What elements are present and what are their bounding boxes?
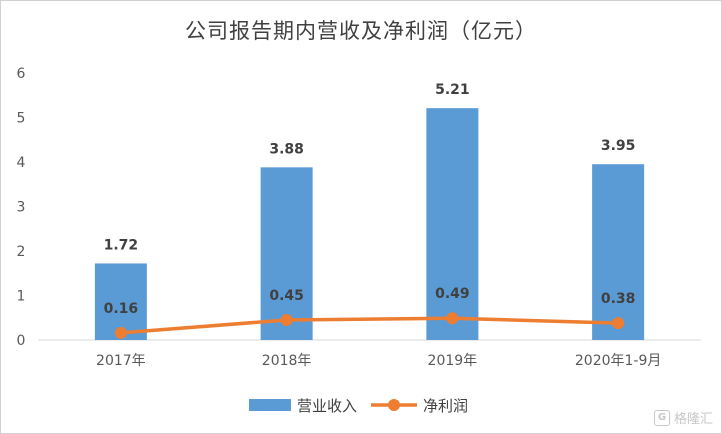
y-tick-label: 3 [17, 200, 26, 216]
y-tick-label: 1 [17, 289, 26, 305]
bar-revenue [260, 167, 313, 340]
bar-data-label: 3.95 [601, 138, 636, 154]
point-net-profit [446, 312, 459, 325]
x-tick-label: 2019年 [428, 353, 478, 369]
x-tick-label: 2020年1-9月 [575, 353, 662, 369]
x-tick-label: 2018年 [262, 353, 312, 369]
watermark-logo-icon: G [653, 409, 670, 426]
point-net-profit [114, 326, 127, 339]
line-data-label: 0.45 [269, 288, 304, 304]
y-tick-label: 4 [17, 155, 26, 171]
y-tick-label: 6 [17, 66, 26, 82]
x-tick-label: 2017年 [96, 353, 146, 369]
legend-swatch-revenue [249, 399, 291, 411]
bar-revenue [426, 108, 479, 340]
point-net-profit [612, 317, 625, 330]
bar-data-label: 3.88 [269, 141, 304, 157]
legend-label-net-profit: 净利润 [423, 397, 468, 415]
y-tick-label: 0 [17, 333, 26, 349]
line-data-label: 0.16 [104, 301, 139, 317]
line-data-label: 0.38 [601, 291, 636, 307]
y-tick-label: 5 [17, 111, 26, 127]
chart-title: 公司报告期内营收及净利润（亿元） [185, 19, 537, 43]
y-tick-label: 2 [17, 244, 26, 260]
watermark-text: 格隆汇 [673, 412, 713, 427]
point-net-profit [280, 313, 293, 326]
bar-data-label: 1.72 [104, 237, 139, 253]
legend-label-revenue: 营业收入 [297, 397, 357, 415]
bar-revenue [592, 164, 645, 340]
watermark: G 格隆汇 [653, 408, 713, 427]
line-data-label: 0.49 [435, 286, 470, 302]
bar-data-label: 5.21 [435, 82, 470, 98]
line-net-profit [119, 316, 620, 335]
legend-marker-net-profit [388, 399, 400, 411]
